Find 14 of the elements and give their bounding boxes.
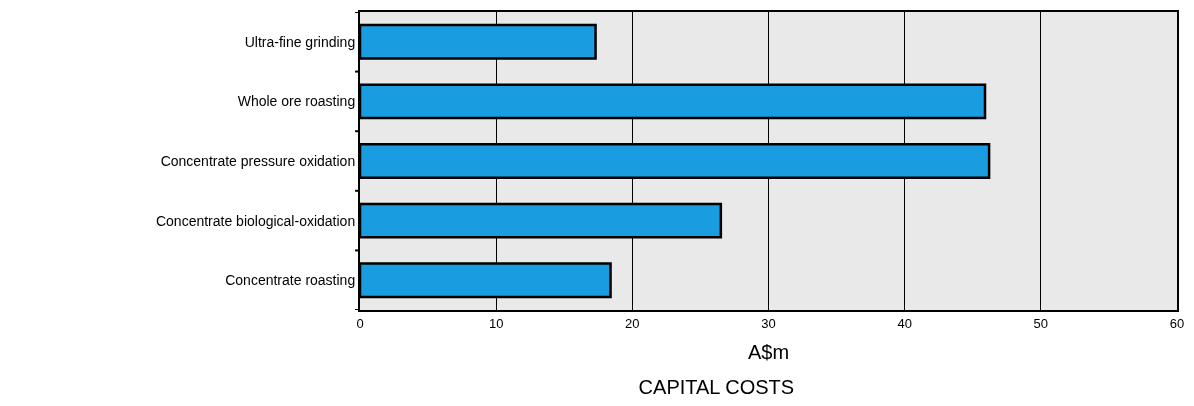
x-tick-label: 40 <box>897 315 912 331</box>
text: CAPITAL COSTS <box>638 375 795 398</box>
x-tick-label: 0 <box>356 315 364 331</box>
y-tick-label: Whole ore roasting <box>237 93 356 110</box>
x-tick-label: 10 <box>488 315 504 331</box>
y-tick-label: Concentrate roasting <box>225 272 356 289</box>
y-tick-label: Ultra-fine grinding <box>244 33 356 50</box>
y-tick-label: Concentrate pressure oxidation <box>160 152 356 169</box>
x-axis-title: A$m <box>747 340 790 363</box>
x-tick-label: 30 <box>761 315 776 331</box>
x-tick-label: 20 <box>625 315 640 331</box>
x-tick-label: 60 <box>1169 315 1185 331</box>
x-tick-label: 50 <box>1033 315 1049 331</box>
y-tick-label: Concentrate biological-oxidation <box>155 212 356 229</box>
